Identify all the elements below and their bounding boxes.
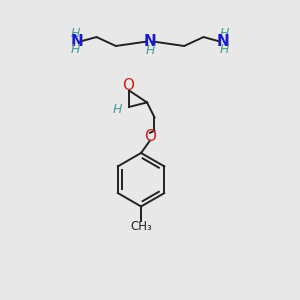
Text: H: H [71,43,80,56]
Text: CH₃: CH₃ [130,220,152,233]
Text: H: H [220,43,229,56]
Text: O: O [144,129,156,144]
Text: H: H [145,44,155,57]
Text: N: N [144,34,156,49]
Text: H: H [220,27,229,40]
Text: H: H [71,27,80,40]
Text: O: O [122,78,134,93]
Text: N: N [71,34,84,49]
Text: H: H [112,103,122,116]
Text: N: N [216,34,229,49]
